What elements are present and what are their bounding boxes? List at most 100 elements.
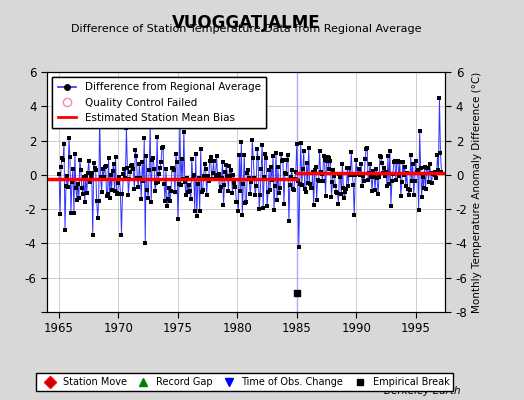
Point <box>222 162 231 168</box>
Point <box>179 175 187 182</box>
Point <box>221 168 230 175</box>
Point <box>106 171 115 178</box>
Point <box>376 153 384 160</box>
Point <box>381 173 389 179</box>
Point <box>270 207 278 214</box>
Point <box>373 174 381 181</box>
Point <box>96 174 105 180</box>
Point <box>292 290 301 296</box>
Point <box>149 155 157 161</box>
Point <box>297 140 305 146</box>
Point <box>68 178 76 185</box>
Point <box>211 176 219 182</box>
Point <box>236 188 245 194</box>
Point <box>57 164 65 170</box>
Point <box>371 186 379 193</box>
Point <box>350 212 358 218</box>
Point <box>265 167 273 174</box>
Point <box>134 184 143 190</box>
Point <box>113 191 122 197</box>
Point <box>146 122 155 128</box>
Point <box>422 165 431 172</box>
Point <box>163 202 171 209</box>
Point <box>264 189 272 195</box>
Point <box>170 166 178 173</box>
Point <box>258 142 266 148</box>
Point <box>288 166 296 173</box>
Point <box>301 188 310 195</box>
Point <box>277 151 285 158</box>
Point <box>228 190 237 196</box>
Point <box>159 144 167 150</box>
Point <box>313 177 322 184</box>
Point <box>283 157 291 164</box>
Point <box>410 192 418 198</box>
Point <box>287 174 295 180</box>
Point <box>436 150 445 156</box>
Point <box>162 166 170 172</box>
Point <box>419 174 427 180</box>
Point <box>126 168 135 175</box>
Point <box>292 168 300 175</box>
Point <box>190 172 198 178</box>
Point <box>367 174 375 180</box>
Point <box>283 152 292 159</box>
Point <box>273 197 281 204</box>
Point <box>402 170 411 176</box>
Point <box>370 174 378 181</box>
Point <box>183 174 191 181</box>
Point <box>246 191 255 198</box>
Point <box>105 194 114 201</box>
Point <box>379 170 387 176</box>
Point <box>391 158 399 164</box>
Point <box>365 170 373 176</box>
Point <box>235 152 244 158</box>
Point <box>335 171 344 177</box>
Point <box>267 164 275 171</box>
Point <box>242 199 250 206</box>
Point <box>200 173 208 179</box>
Point <box>182 192 190 198</box>
Point <box>349 181 357 188</box>
Point <box>117 232 126 238</box>
Point <box>300 148 308 154</box>
Point <box>312 197 321 203</box>
Point <box>94 198 103 204</box>
Point <box>64 184 72 190</box>
Point <box>237 139 246 146</box>
Point <box>139 178 147 185</box>
Point <box>434 167 443 173</box>
Point <box>352 156 361 163</box>
Point <box>353 171 362 178</box>
Point <box>248 137 256 144</box>
Point <box>135 161 144 167</box>
Point <box>210 158 218 164</box>
Point <box>75 156 84 163</box>
Point <box>150 165 158 172</box>
Point <box>164 196 172 202</box>
Point <box>145 167 154 174</box>
Point <box>432 174 441 181</box>
Point <box>310 166 319 173</box>
Text: Berkeley Earth: Berkeley Earth <box>385 386 461 396</box>
Point <box>176 120 184 127</box>
Point <box>278 158 286 164</box>
Point <box>330 172 339 179</box>
Point <box>243 170 252 176</box>
Point <box>85 178 94 185</box>
Point <box>368 188 376 194</box>
Point <box>339 185 347 191</box>
Point <box>220 182 228 188</box>
Point <box>319 153 328 160</box>
Point <box>180 128 188 135</box>
Point <box>189 176 197 182</box>
Point <box>167 188 175 194</box>
Point <box>358 182 366 189</box>
Point <box>131 147 139 154</box>
Point <box>132 153 140 160</box>
Point <box>63 173 71 180</box>
Point <box>364 177 373 183</box>
Point <box>356 172 364 178</box>
Point <box>125 176 134 182</box>
Point <box>323 154 332 160</box>
